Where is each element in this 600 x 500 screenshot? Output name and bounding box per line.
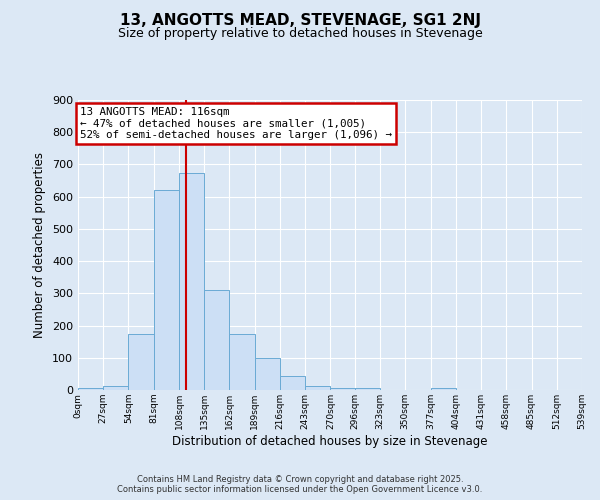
Bar <box>331 388 355 390</box>
Bar <box>305 386 331 390</box>
Bar <box>255 358 280 390</box>
Bar <box>431 388 456 390</box>
Bar <box>103 386 128 390</box>
Bar <box>204 290 229 390</box>
Y-axis label: Number of detached properties: Number of detached properties <box>34 152 46 338</box>
Text: Size of property relative to detached houses in Stevenage: Size of property relative to detached ho… <box>118 28 482 40</box>
Bar <box>179 172 204 390</box>
X-axis label: Distribution of detached houses by size in Stevenage: Distribution of detached houses by size … <box>172 434 488 448</box>
Text: 13 ANGOTTS MEAD: 116sqm
← 47% of detached houses are smaller (1,005)
52% of semi: 13 ANGOTTS MEAD: 116sqm ← 47% of detache… <box>80 107 392 140</box>
Bar <box>78 388 103 390</box>
Bar <box>355 388 380 390</box>
Bar <box>229 334 255 390</box>
Bar <box>128 334 154 390</box>
Bar <box>154 190 179 390</box>
Text: Contains HM Land Registry data © Crown copyright and database right 2025.
Contai: Contains HM Land Registry data © Crown c… <box>118 474 482 494</box>
Bar <box>280 376 305 390</box>
Text: 13, ANGOTTS MEAD, STEVENAGE, SG1 2NJ: 13, ANGOTTS MEAD, STEVENAGE, SG1 2NJ <box>119 12 481 28</box>
